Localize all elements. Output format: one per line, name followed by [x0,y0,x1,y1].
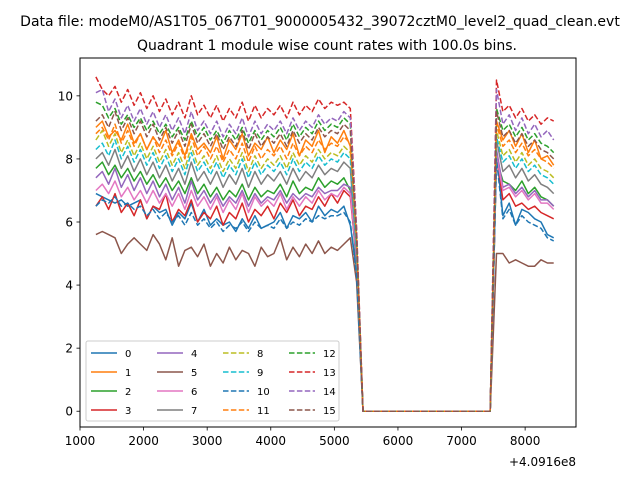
x-tick-label: 8000 [510,434,541,448]
axes-frame [79,57,577,428]
legend-label: 7 [191,406,197,417]
legend-box [85,340,340,422]
legend-label: 8 [257,349,263,360]
legend-label: 5 [191,368,197,379]
y-tick-label: 4 [65,279,73,293]
legend-label: 0 [125,349,131,360]
legend-label: 1 [125,368,131,379]
x-axis-ticks: 1000 2000 3000 4000 5000 6000 7000 8000 [65,427,541,448]
x-tick-label: 1000 [65,434,96,448]
x-offset-label: +4.0916e8 [509,455,576,469]
legend-label: 10 [257,387,270,398]
x-tick-label: 3000 [192,434,223,448]
legend-label: 13 [323,368,336,379]
legend-label: 15 [323,406,336,417]
x-tick-label: 2000 [128,434,159,448]
series-line-15 [95,110,555,412]
x-tick-label: 4000 [255,434,286,448]
series-line-12 [95,101,555,412]
legend-label: 12 [323,349,336,360]
y-tick-label: 6 [65,216,73,230]
legend-label: 4 [191,349,197,360]
x-tick-label: 7000 [446,434,477,448]
chart-title: Quadrant 1 module wise count rates with … [137,38,517,54]
legend-label: 6 [191,387,197,398]
figure-suptitle: Data file: modeM0/AS1T05_067T01_90000054… [20,14,620,30]
y-tick-label: 0 [65,405,73,419]
legend-label: 14 [323,387,336,398]
series-layer [95,76,555,412]
legend-label: 3 [125,406,131,417]
legend-label: 11 [257,406,270,417]
y-tick-label: 8 [65,152,73,166]
y-axis-ticks: 0 2 4 6 8 10 [58,89,80,419]
legend-label: 9 [257,368,263,379]
y-tick-label: 2 [65,342,73,356]
y-tick-label: 10 [58,89,73,103]
legend-label: 2 [125,387,131,398]
x-tick-label: 5000 [319,434,350,448]
x-tick-label: 6000 [383,434,414,448]
